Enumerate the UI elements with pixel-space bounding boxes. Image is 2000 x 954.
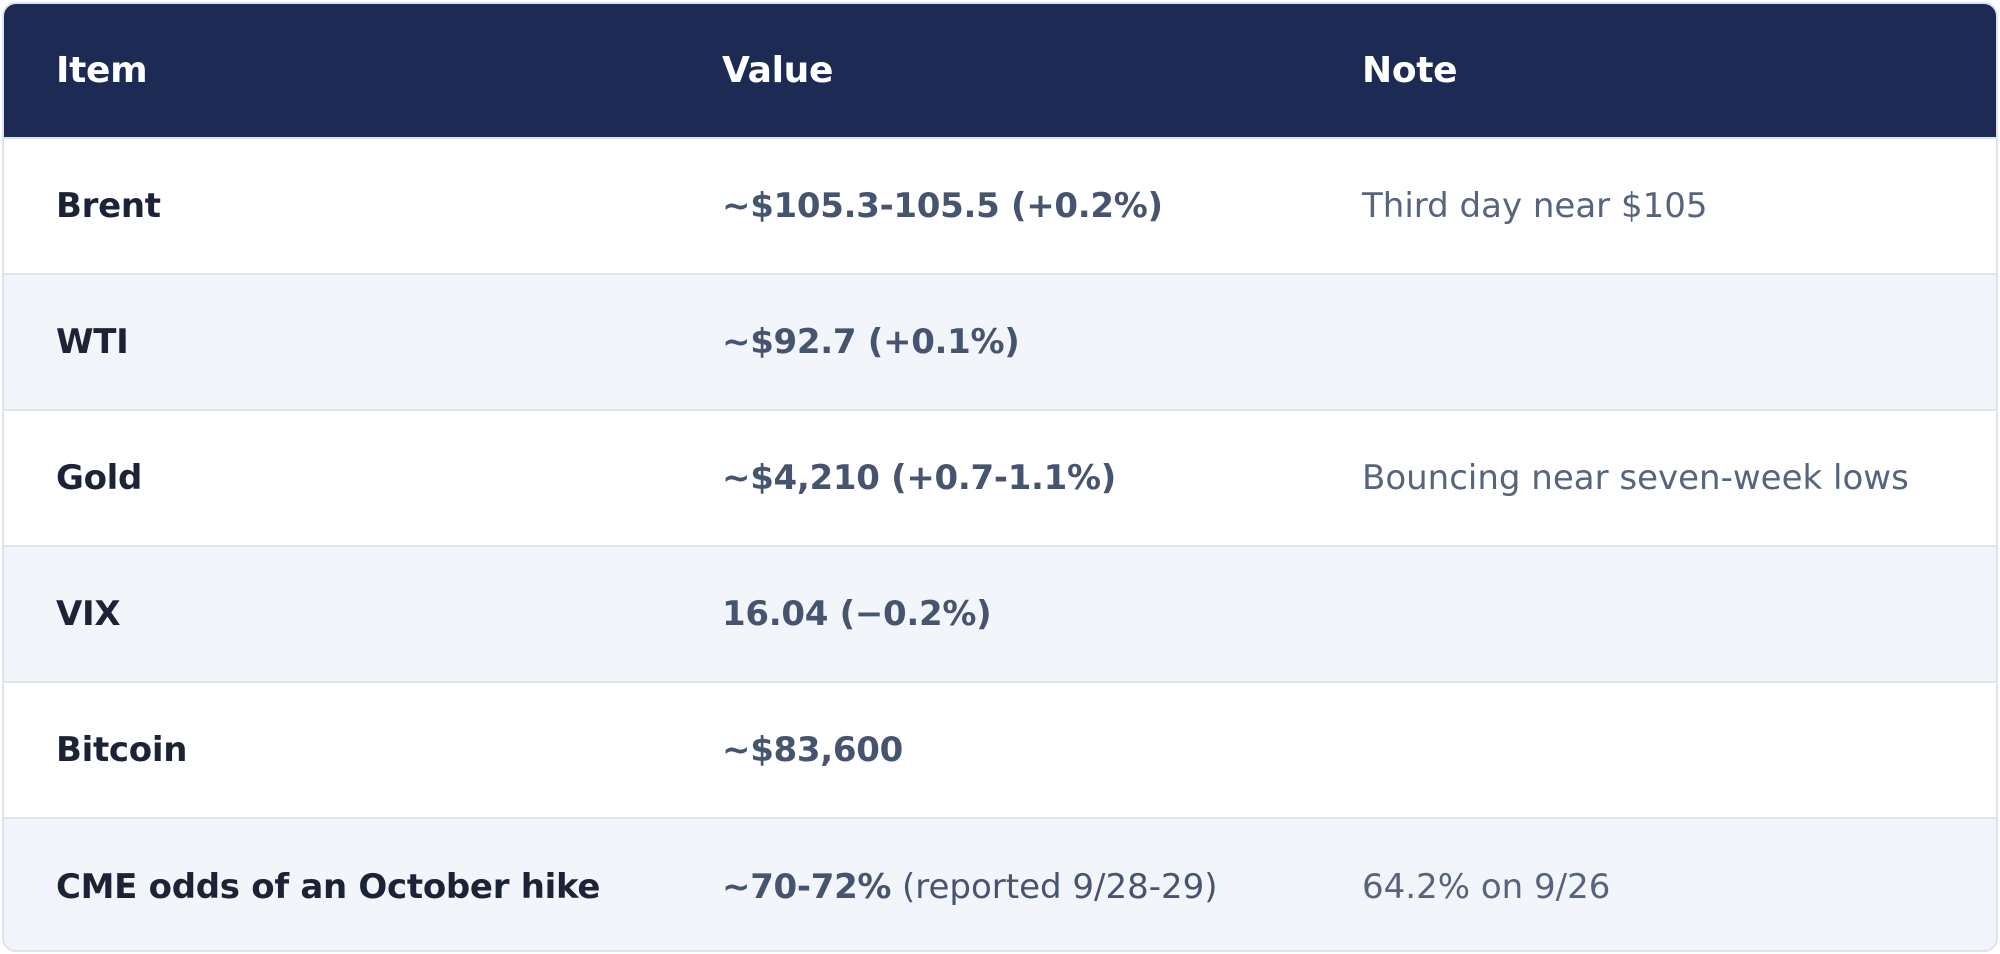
row-note-cell: Bouncing near seven-week lows [1362, 458, 1909, 498]
row-value-cell: ~$4,210 (+0.7-1.1%) [670, 410, 1310, 546]
table-row: Brent ~$105.3-105.5 (+0.2%) Third day ne… [4, 138, 1996, 274]
row-value-cell: ~$83,600 [670, 682, 1310, 818]
value-extra-text: (reported 9/28-29) [891, 866, 1218, 907]
row-value-cell: 16.04 (−0.2%) [670, 546, 1310, 682]
value-text: ~$83,600 [722, 730, 903, 770]
value-text: ~$105.3-105.5 (+0.2%) [722, 186, 1163, 226]
row-value-cell: ~70-72% (reported 9/28-29) [670, 818, 1310, 950]
row-note-cell: Third day near $105 [1362, 186, 1708, 226]
table-row: WTI ~$92.7 (+0.1%) [4, 274, 1996, 410]
column-header-note: Note [1362, 50, 1458, 91]
row-value-cell: ~$92.7 (+0.1%) [670, 274, 1310, 410]
value-text: ~$92.7 (+0.1%) [722, 322, 1020, 362]
table-row: VIX 16.04 (−0.2%) [4, 546, 1996, 682]
header-row: Item Value Note [4, 4, 1996, 138]
row-item-cell: CME odds of an October hike [56, 866, 601, 907]
row-item-cell: Brent [56, 186, 161, 226]
table-row: Bitcoin ~$83,600 [4, 682, 1996, 818]
row-item-cell: Gold [56, 458, 143, 498]
table-body: Brent ~$105.3-105.5 (+0.2%) Third day ne… [4, 138, 1996, 950]
column-header-item: Item [56, 50, 148, 91]
row-note-cell [1310, 546, 1996, 682]
market-data-table: Item Value Note Brent ~$105.3-105.5 (+0.… [4, 4, 1996, 950]
value-text: ~70-72% [722, 866, 892, 907]
value-text: 16.04 (−0.2%) [722, 594, 992, 634]
row-item-cell: VIX [56, 594, 121, 634]
value-text: ~$4,210 (+0.7-1.1%) [722, 458, 1117, 498]
column-header-value: Value [722, 50, 834, 91]
table-header: Item Value Note [4, 4, 1996, 138]
table-row: CME odds of an October hike ~70-72% (rep… [4, 818, 1996, 950]
row-item-cell: Bitcoin [56, 730, 188, 770]
row-note-cell: 64.2% on 9/26 [1362, 866, 1611, 907]
row-item-cell: WTI [56, 322, 129, 362]
row-value-cell: ~$105.3-105.5 (+0.2%) [670, 138, 1310, 274]
row-note-cell [1310, 274, 1996, 410]
row-note-cell [1310, 682, 1996, 818]
table-row: Gold ~$4,210 (+0.7-1.1%) Bouncing near s… [4, 410, 1996, 546]
